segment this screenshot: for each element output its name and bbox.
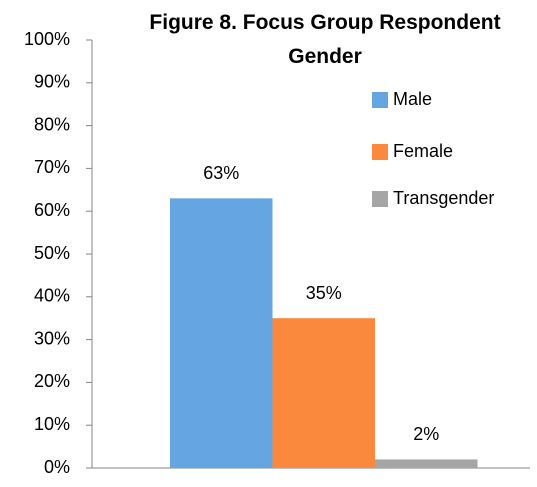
y-tick-label: 40% [34,286,70,306]
data-label: 2% [413,424,439,444]
chart-title: Figure 8. Focus Group Respondent Gender [149,11,501,68]
data-label: 35% [306,283,342,303]
y-tick-label: 0% [44,457,70,477]
y-tick-label: 60% [34,200,70,220]
y-tick-label: 30% [34,328,70,348]
bar [170,198,273,469]
data-label: 63% [203,163,239,183]
y-tick-label: 100% [24,29,70,49]
legend-swatch [372,191,388,207]
bar [272,318,375,468]
y-tick-label: 50% [34,243,70,263]
legend-label: Female [393,141,453,161]
legend-swatch [372,92,388,108]
legend-swatch [372,144,388,160]
legend-label: Transgender [393,188,494,208]
y-tick-label: 10% [34,414,70,434]
y-tick-label: 90% [34,72,70,92]
bar [375,459,478,468]
legend-label: Male [393,89,432,109]
y-tick-label: 70% [34,157,70,177]
y-tick-label: 80% [34,114,70,134]
y-tick-label: 20% [34,371,70,391]
